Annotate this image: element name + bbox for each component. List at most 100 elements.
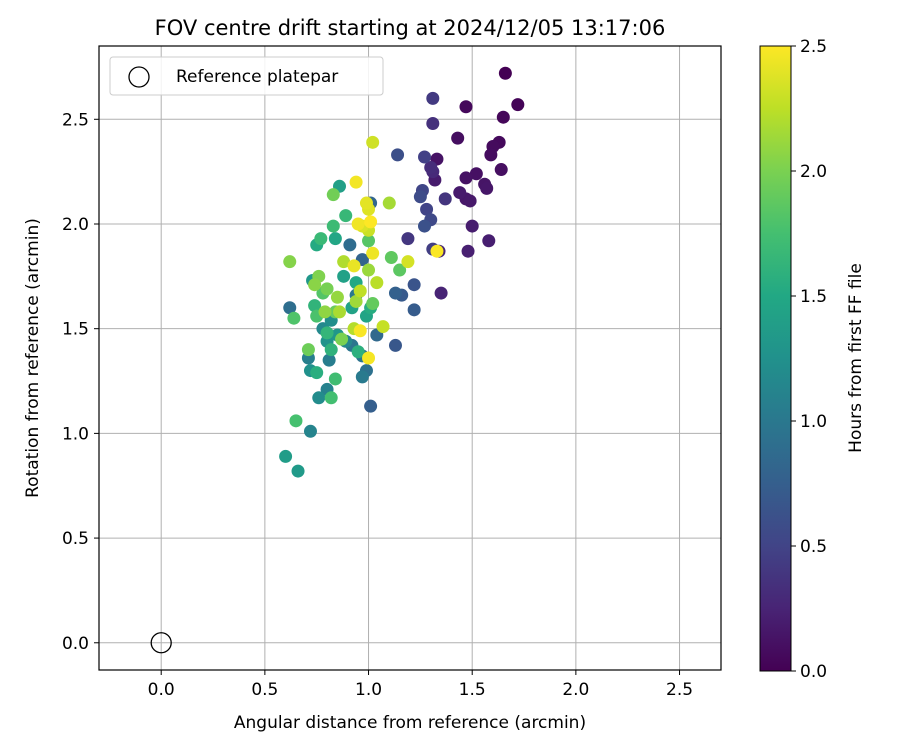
data-point — [337, 269, 351, 283]
x-tick-label: 0.5 — [251, 680, 278, 700]
data-point — [393, 263, 407, 277]
data-point — [339, 209, 353, 223]
data-point — [426, 91, 440, 105]
data-point — [312, 391, 326, 405]
data-point — [391, 148, 405, 162]
data-point — [324, 391, 338, 405]
colorbar-tick-label: 1.0 — [800, 412, 827, 432]
data-point — [337, 255, 351, 269]
data-point — [291, 464, 305, 478]
data-point — [362, 234, 376, 248]
data-point — [355, 370, 369, 384]
data-point — [328, 232, 342, 246]
legend-label: Reference platepar — [176, 67, 338, 87]
data-point — [303, 424, 317, 438]
data-point — [465, 219, 479, 233]
y-axis-label: Rotation from reference (arcmin) — [23, 218, 43, 498]
data-point — [318, 305, 332, 319]
data-point — [359, 196, 373, 210]
reference-platepar-marker — [150, 632, 172, 654]
data-point — [351, 217, 365, 231]
data-point — [461, 244, 475, 258]
data-point — [370, 276, 384, 290]
colorbar-tick-label: 2.5 — [800, 37, 827, 57]
data-point — [413, 190, 427, 204]
y-axis-ticks: 0.0 0.5 1.0 1.5 2.0 2.5 — [62, 110, 99, 654]
legend: Reference platepar — [109, 56, 384, 96]
data-point — [343, 238, 357, 252]
data-point — [324, 343, 338, 357]
x-tick-label: 1.0 — [355, 680, 382, 700]
data-point — [418, 219, 432, 233]
colorbar-gradient — [759, 45, 792, 672]
x-tick-label: 2.5 — [666, 680, 693, 700]
data-point — [351, 345, 365, 359]
data-point — [463, 194, 477, 208]
plot-frame — [98, 45, 722, 671]
data-point — [322, 353, 336, 367]
data-point — [366, 246, 380, 260]
grid-lines — [99, 46, 721, 670]
x-tick-label: 0.0 — [148, 680, 175, 700]
data-point — [511, 98, 525, 112]
data-point — [335, 332, 349, 346]
data-point — [353, 324, 367, 338]
data-point — [426, 116, 440, 130]
data-point — [308, 278, 322, 292]
data-point — [438, 192, 452, 206]
data-point — [401, 255, 415, 269]
chart-title: FOV centre drift starting at 2024/12/05 … — [155, 16, 666, 40]
data-point — [496, 110, 510, 124]
data-point — [349, 175, 363, 189]
data-point — [418, 150, 432, 164]
data-point — [364, 215, 378, 229]
data-point — [301, 343, 315, 357]
colorbar-tick-label: 0.0 — [800, 662, 827, 682]
data-points — [279, 66, 525, 478]
colorbar-tick-label: 2.0 — [800, 162, 827, 182]
data-point — [328, 372, 342, 386]
data-point — [459, 100, 473, 114]
x-tick-label: 2.0 — [562, 680, 589, 700]
colorbar-tick-label: 0.5 — [800, 537, 827, 557]
data-point — [482, 234, 496, 248]
x-axis-ticks: 0.0 0.5 1.0 1.5 2.0 2.5 — [148, 670, 693, 700]
legend-box — [109, 56, 384, 96]
data-point — [407, 278, 421, 292]
y-tick-label: 2.5 — [62, 110, 89, 130]
y-tick-label: 1.5 — [62, 320, 89, 340]
legend-open-circle-icon — [128, 66, 150, 88]
y-tick-label: 0.5 — [62, 529, 89, 549]
colorbar-label: Hours from first FF file — [846, 263, 866, 453]
data-point — [420, 202, 434, 216]
data-point — [494, 163, 508, 177]
data-point — [326, 188, 340, 202]
data-point — [289, 414, 303, 428]
data-point — [388, 286, 402, 300]
y-tick-label: 1.0 — [62, 424, 89, 444]
data-point — [320, 326, 334, 340]
data-point — [333, 305, 347, 319]
data-point — [330, 290, 344, 304]
data-point — [384, 250, 398, 264]
data-point — [388, 338, 402, 352]
data-point — [279, 449, 293, 463]
data-point — [349, 294, 363, 308]
data-point — [376, 320, 390, 334]
data-point — [366, 297, 380, 311]
data-point — [283, 301, 297, 315]
data-point — [459, 171, 473, 185]
data-point — [326, 219, 340, 233]
data-point — [424, 160, 438, 174]
colorbar: 0.0 0.5 1.0 1.5 2.0 2.5 Hours from first FF f… — [759, 37, 866, 682]
data-point — [430, 244, 444, 258]
data-point — [366, 135, 380, 149]
colorbar-tick-label: 1.5 — [800, 287, 827, 307]
data-point — [498, 66, 512, 80]
x-tick-label: 1.5 — [459, 680, 486, 700]
data-point — [484, 148, 498, 162]
data-point — [353, 284, 367, 298]
data-point — [480, 181, 494, 195]
colorbar-ticks: 0.0 0.5 1.0 1.5 2.0 2.5 — [791, 37, 827, 682]
